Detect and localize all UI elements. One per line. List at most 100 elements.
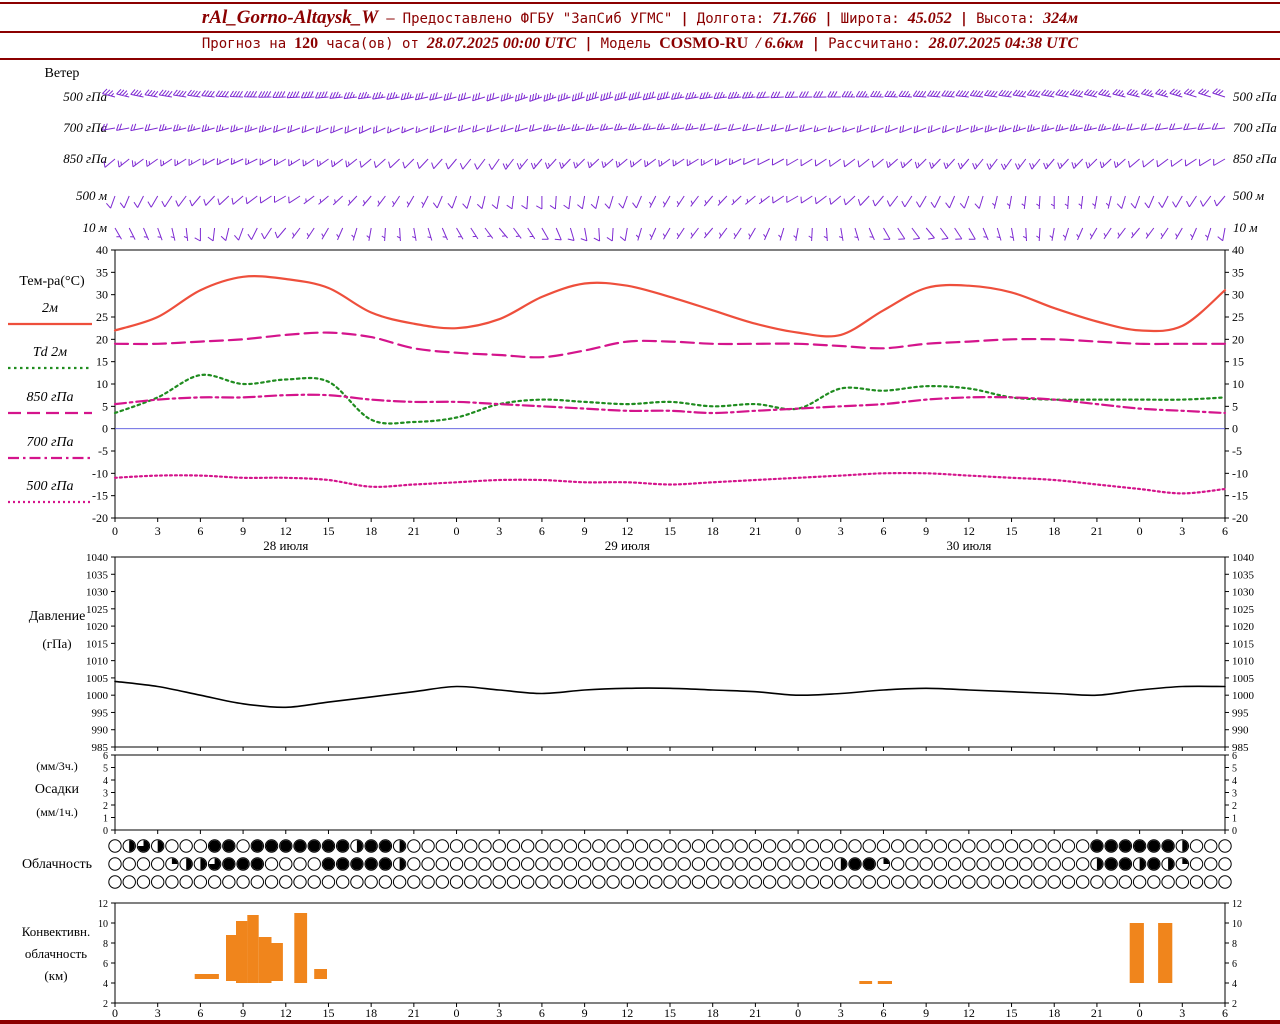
- y-label-right: 995: [1232, 707, 1249, 719]
- hour-label-bottom: 6: [539, 1006, 545, 1020]
- cloud-circle: [449, 875, 464, 889]
- y-label-right: 1010: [1232, 656, 1255, 668]
- cloud-fill: [251, 858, 263, 870]
- cloud-circle: [264, 857, 279, 871]
- hour-label: 3: [155, 524, 161, 538]
- cloud-circle: [1218, 839, 1232, 853]
- cloud-circle: [1147, 875, 1161, 889]
- cloudiness-title: Облачность: [22, 857, 92, 872]
- y-label-right: 12: [1232, 899, 1242, 910]
- cloud-circle: [1047, 839, 1061, 853]
- hour-label-bottom: 3: [496, 1006, 502, 1020]
- cloud-fill: [308, 840, 320, 852]
- cloud-circle: [947, 875, 962, 889]
- cloud-circle: [179, 875, 193, 889]
- hour-label-bottom: 18: [707, 1006, 719, 1020]
- cloud-circle: [1161, 875, 1175, 889]
- separator: |: [584, 36, 593, 52]
- y-label-right: 25: [1232, 310, 1244, 324]
- y-label-left: 0: [103, 826, 108, 837]
- convective-bar: [194, 974, 219, 979]
- cloud-fill: [1182, 858, 1188, 864]
- cloud-circle: [1075, 839, 1090, 853]
- cloud-circle: [492, 857, 506, 871]
- cloud-circle: [862, 839, 876, 853]
- cloud-circle: [1175, 875, 1190, 889]
- cloud-circle: [734, 839, 748, 853]
- cloud-circle: [435, 857, 450, 871]
- cloud-circle: [819, 839, 834, 853]
- y-label-right: 8: [1232, 939, 1237, 950]
- provider-text: Предоставлено ФГБУ "ЗапСиб УГМС": [402, 11, 673, 27]
- hour-label: 15: [664, 524, 676, 538]
- hour-label: 9: [923, 524, 929, 538]
- wind-level-label-right: 850 гПа: [1233, 151, 1277, 166]
- altitude-value: 324м: [1043, 10, 1079, 27]
- series-Td 2м: [113, 373, 1227, 425]
- convective-bar: [247, 915, 259, 983]
- y-label-left: 40: [96, 243, 108, 257]
- cloud-circle: [464, 839, 478, 853]
- hour-label-bottom: 6: [1222, 1006, 1228, 1020]
- cloud-circle: [492, 839, 506, 853]
- separator: |: [824, 11, 833, 27]
- cloud-circle: [207, 875, 222, 889]
- cloud-circle: [407, 839, 421, 853]
- hour-label-bottom: 6: [197, 1006, 203, 1020]
- cloud-fill: [365, 840, 377, 852]
- y-label-left: 4: [103, 979, 108, 990]
- cloud-circle: [122, 875, 136, 889]
- pressure-unit: (гПа): [42, 636, 71, 651]
- legend-label: Td 2м: [33, 345, 67, 360]
- y-label-right: 1025: [1232, 604, 1255, 616]
- y-label-left: -5: [98, 444, 108, 458]
- y-label-left: 1005: [86, 673, 109, 685]
- hour-label-bottom: 15: [322, 1006, 334, 1020]
- hour-label: 21: [1091, 524, 1103, 538]
- cloud-circle: [649, 839, 663, 853]
- cloud-fill: [200, 858, 206, 870]
- series-500 гПа: [113, 471, 1227, 495]
- cloud-fill: [223, 840, 235, 852]
- hour-label: 0: [454, 524, 460, 538]
- convective-bar: [1158, 923, 1173, 983]
- date-label: 28 июля: [263, 538, 308, 553]
- hour-label: 12: [280, 524, 292, 538]
- hour-label: 12: [621, 524, 633, 538]
- y-label-left: 4: [103, 776, 108, 787]
- cloud-circle: [990, 875, 1005, 889]
- cloud-circle: [876, 875, 891, 889]
- cloud-circle: [1033, 857, 1047, 871]
- hour-label: 18: [365, 524, 377, 538]
- cloud-fill: [337, 840, 349, 852]
- convective-bar: [314, 969, 327, 979]
- latitude-value: 45.052: [907, 10, 952, 27]
- cloud-circle: [592, 875, 606, 889]
- y-label-left: 20: [96, 332, 108, 346]
- cloud-circle: [1019, 857, 1033, 871]
- cloud-fill: [157, 840, 164, 852]
- model-resolution: / 6.6км: [756, 35, 804, 52]
- cloud-circle: [734, 875, 748, 889]
- y-label-right: 30: [1232, 288, 1244, 302]
- cloud-circle: [1061, 857, 1076, 871]
- cloud-circle: [834, 875, 848, 889]
- cloud-circle: [549, 839, 563, 853]
- cloud-circle: [748, 875, 763, 889]
- y-label-right: 6: [1232, 959, 1237, 970]
- cloud-circle: [108, 839, 122, 853]
- cloud-circle: [720, 839, 734, 853]
- cloud-circle: [520, 857, 535, 871]
- cloud-circle: [250, 875, 265, 889]
- cloud-fill: [1168, 858, 1174, 870]
- cloud-circle: [606, 839, 620, 853]
- y-label-left: -20: [92, 511, 108, 525]
- legend-label: 2м: [42, 301, 58, 316]
- y-label-right: 1: [1232, 814, 1237, 825]
- cloud-circle: [720, 875, 734, 889]
- series-2м: [113, 274, 1227, 338]
- convective-bar: [226, 935, 236, 981]
- cloud-circle: [890, 875, 905, 889]
- hour-label: 6: [197, 524, 203, 538]
